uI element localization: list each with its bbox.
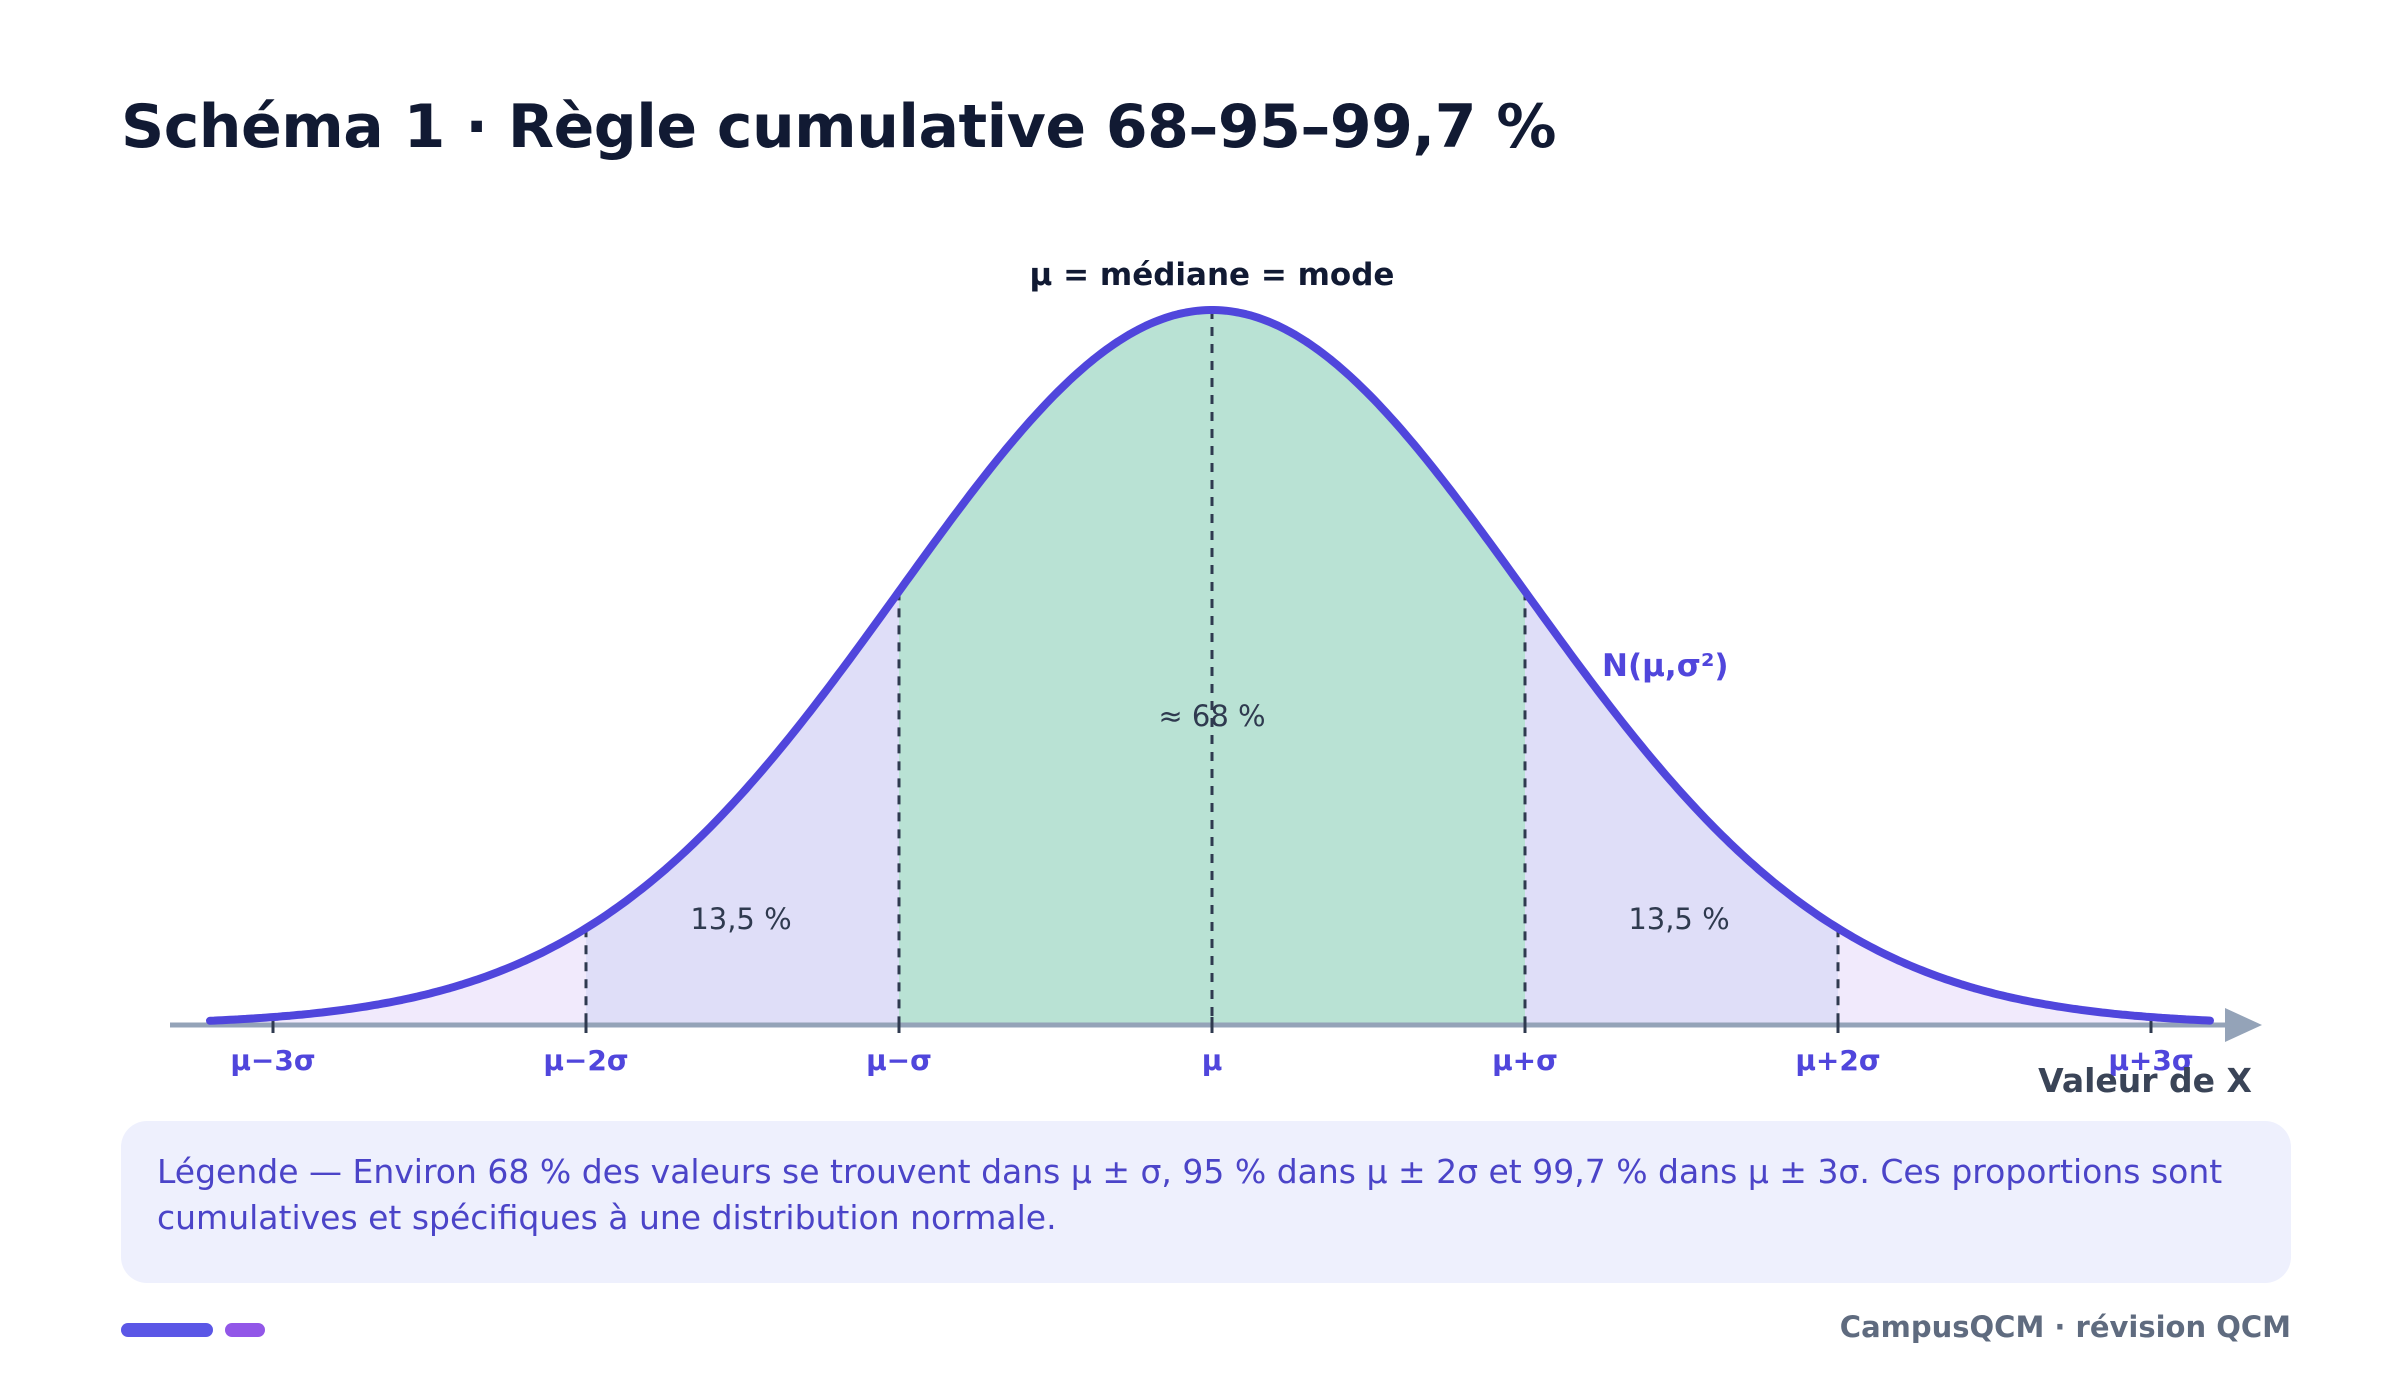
axis-tick-label: μ+3σ [2108, 1044, 2193, 1077]
axis-tick-label: μ [1202, 1044, 1223, 1077]
axis-tick-label: μ+σ [1492, 1044, 1558, 1077]
x-axis-arrow-icon [2225, 1008, 2262, 1042]
right-band-percent-label: 13,5 % [1628, 902, 1729, 936]
axis-tick-label: μ−2σ [543, 1044, 628, 1077]
axis-tick-label: μ+2σ [1795, 1044, 1880, 1077]
center-percent-label: ≈ 68 % [1158, 699, 1265, 733]
axis-tick-label: μ−σ [866, 1044, 932, 1077]
left-band-percent-label: 13,5 % [690, 902, 791, 936]
axis-label: Valeur de X [2038, 1061, 2252, 1100]
axis-tick-label: μ−3σ [230, 1044, 315, 1077]
mean-label: μ = médiane = mode [1030, 257, 1395, 293]
page-title: Schéma 1 · Règle cumulative 68–95–99,7 % [121, 92, 1556, 162]
legend-text: Légende — Environ 68 % des valeurs se tr… [157, 1152, 2223, 1237]
curve-label: N(μ,σ²) [1602, 648, 1729, 684]
legend-box: Légende — Environ 68 % des valeurs se tr… [121, 1121, 2291, 1283]
progress-pill-secondary [225, 1323, 265, 1337]
band-left-tail [210, 928, 586, 1025]
normal-curve [206, 306, 2214, 1025]
progress-pill-primary [121, 1323, 213, 1337]
band-right-tail [1838, 928, 2212, 1025]
footer-brand: CampusQCM · révision QCM [1839, 1310, 2291, 1344]
